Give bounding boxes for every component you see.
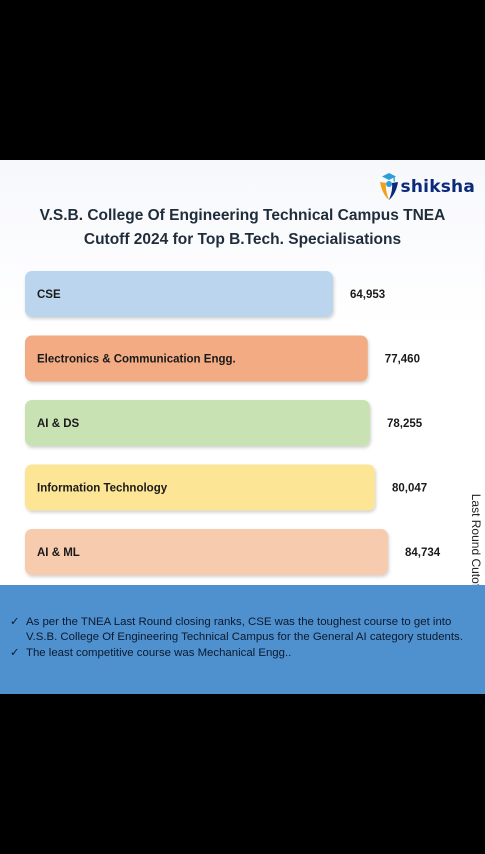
insight-text: The least competitive course was Mechani… [26,647,292,659]
insights-panel: ✓ As per the TNEA Last Round closing ran… [0,585,485,694]
category-label: AI & DS [37,418,80,430]
y-axis-label: Last Round Cutoff [469,493,483,591]
check-icon: ✓ [10,616,20,628]
bar [25,464,375,511]
category-label: AI & ML [37,547,80,559]
bar [25,335,368,382]
category-label: Information Technology [37,483,168,495]
logo-text: shiksha [400,177,475,197]
category-label: CSE [37,289,61,301]
insight-text: As per the TNEA Last Round closing ranks… [26,616,463,643]
insight-item: ✓ As per the TNEA Last Round closing ran… [10,615,475,645]
category-label: Electronics & Communication Engg. [37,354,236,366]
value-label: 77,460 [385,354,420,366]
insight-item: ✓ The least competitive course was Mecha… [10,646,475,661]
shiksha-logo: shiksha [378,172,475,202]
bar-chart: CSE 64,953 Electronics & Communication Eng… [25,271,441,575]
value-label: 78,255 [387,418,423,430]
check-icon: ✓ [10,647,20,659]
value-label: 84,734 [405,547,441,559]
infographic-card: shiksha V.S.B. College Of Engineering Te… [0,160,485,590]
bar [25,529,388,575]
bar [25,400,370,446]
value-label: 64,953 [350,289,385,301]
value-label: 80,047 [392,483,427,495]
bar [25,271,333,317]
graduate-cap-icon [379,173,398,200]
chart-title: V.S.B. College Of Engineering Technical … [39,207,446,248]
